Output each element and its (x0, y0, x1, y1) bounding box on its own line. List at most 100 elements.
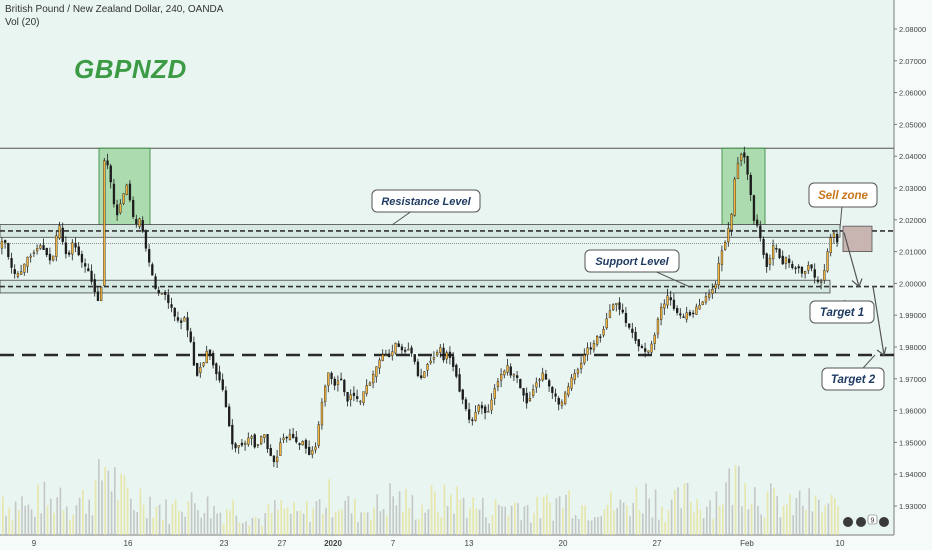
volume-bar (62, 510, 65, 535)
volume-bar (590, 520, 593, 535)
volume-bar (280, 500, 282, 535)
replay-icon[interactable] (856, 517, 866, 527)
volume-bar (533, 512, 535, 535)
candle-bull (39, 245, 42, 249)
volume-bar (232, 499, 234, 535)
x-axis-ticks: 9 16 23 27 2020 7 13 20 27 Feb 10 (32, 539, 845, 548)
candle-bear (743, 152, 746, 158)
candle-bull (535, 382, 538, 388)
y-tick-label: 1.94000 (899, 470, 926, 479)
candle-bull (32, 252, 36, 254)
candle-bull (71, 242, 74, 255)
candle-bull (602, 329, 605, 336)
candle-bear (676, 307, 679, 313)
volume-bar (238, 522, 241, 535)
volume-bar (120, 474, 122, 535)
candle-bear (346, 391, 349, 402)
volume-bar (421, 504, 423, 535)
volume-bar (635, 487, 638, 535)
volume-bar (437, 511, 439, 535)
candle-bear (135, 218, 138, 225)
volume-bar (565, 494, 567, 535)
sell-zone-label-text: Sell zone (818, 190, 868, 202)
candle-bear (109, 165, 112, 183)
candle-bull (359, 400, 362, 403)
resistance-label[interactable]: Resistance Level (371, 189, 481, 226)
volume-bar (8, 507, 10, 535)
candle-bear (208, 349, 212, 356)
volume-bar (254, 517, 257, 535)
target-2-label[interactable]: Target 2 (821, 354, 885, 391)
volume-bar (302, 513, 305, 535)
volume-bar (786, 504, 788, 535)
volume-bar (821, 512, 823, 535)
candle-bear (794, 267, 797, 270)
volume-bar (501, 506, 503, 535)
support-label[interactable]: Support Level (584, 249, 691, 288)
candle-bull (567, 386, 570, 396)
volume-bar (715, 491, 718, 535)
candle-bear (778, 248, 781, 259)
candle-bull (532, 389, 535, 396)
badge-count: 9 (871, 518, 875, 525)
candle-bear (13, 269, 16, 274)
candle-bear (170, 304, 173, 308)
candle-bull (29, 255, 32, 258)
candle-bull (826, 251, 829, 272)
candle-bear (356, 396, 359, 399)
candle-bear (810, 264, 813, 269)
volume-bar (130, 498, 132, 535)
x-tick-label: 16 (124, 539, 133, 548)
target-1-label[interactable]: Target 1 (809, 299, 875, 324)
candle-bear (115, 204, 119, 216)
candle-bull (125, 184, 128, 195)
volume-bar (568, 489, 570, 535)
volume-bar (469, 508, 471, 535)
timezone-icon[interactable] (843, 517, 853, 527)
y-tick-label: 2.06000 (899, 89, 926, 98)
candle-bull (432, 357, 436, 360)
candle-bull (138, 218, 141, 227)
price-axis (894, 0, 932, 535)
candle-bear (128, 183, 132, 201)
volume-bar (664, 521, 666, 535)
candle-bear (74, 243, 77, 248)
candle-bull (119, 203, 122, 213)
candle-bull (16, 273, 20, 277)
candle-bear (333, 378, 336, 386)
chart-widget-buttons[interactable]: 9 (843, 514, 889, 527)
resistance-label-text: Resistance Level (381, 196, 471, 208)
candle-bear (484, 406, 487, 413)
sell-zone-label[interactable]: Sell zone (808, 182, 878, 229)
volume-bar (507, 515, 510, 535)
candle-bear (231, 424, 234, 445)
y-tick-label: 1.97000 (899, 375, 926, 384)
volume-bar (619, 499, 622, 535)
settings-icon[interactable] (879, 517, 889, 527)
candle-bull (429, 360, 432, 364)
candle-bear (147, 249, 151, 263)
candle-bear (269, 448, 272, 456)
candle-bull (279, 442, 282, 456)
candle-bull (736, 162, 740, 180)
candle-bear (298, 443, 301, 446)
projection-arrows (843, 232, 887, 356)
candle-bull (477, 405, 480, 412)
candle-bear (634, 331, 637, 341)
volume-bar (482, 497, 484, 535)
candle-bear (548, 380, 551, 387)
candle-bear (87, 268, 90, 272)
y-tick-label: 2.07000 (899, 57, 926, 66)
candle-bull (256, 444, 260, 446)
volume-bar (776, 495, 778, 535)
volume-bar (574, 515, 577, 535)
volume-bar (427, 509, 430, 535)
candle-bear (218, 371, 221, 381)
volume-bar (219, 512, 222, 535)
volume-bar (702, 517, 705, 535)
volume-bar (718, 506, 721, 535)
volume-bar (610, 491, 612, 535)
candle-bear (397, 343, 400, 347)
